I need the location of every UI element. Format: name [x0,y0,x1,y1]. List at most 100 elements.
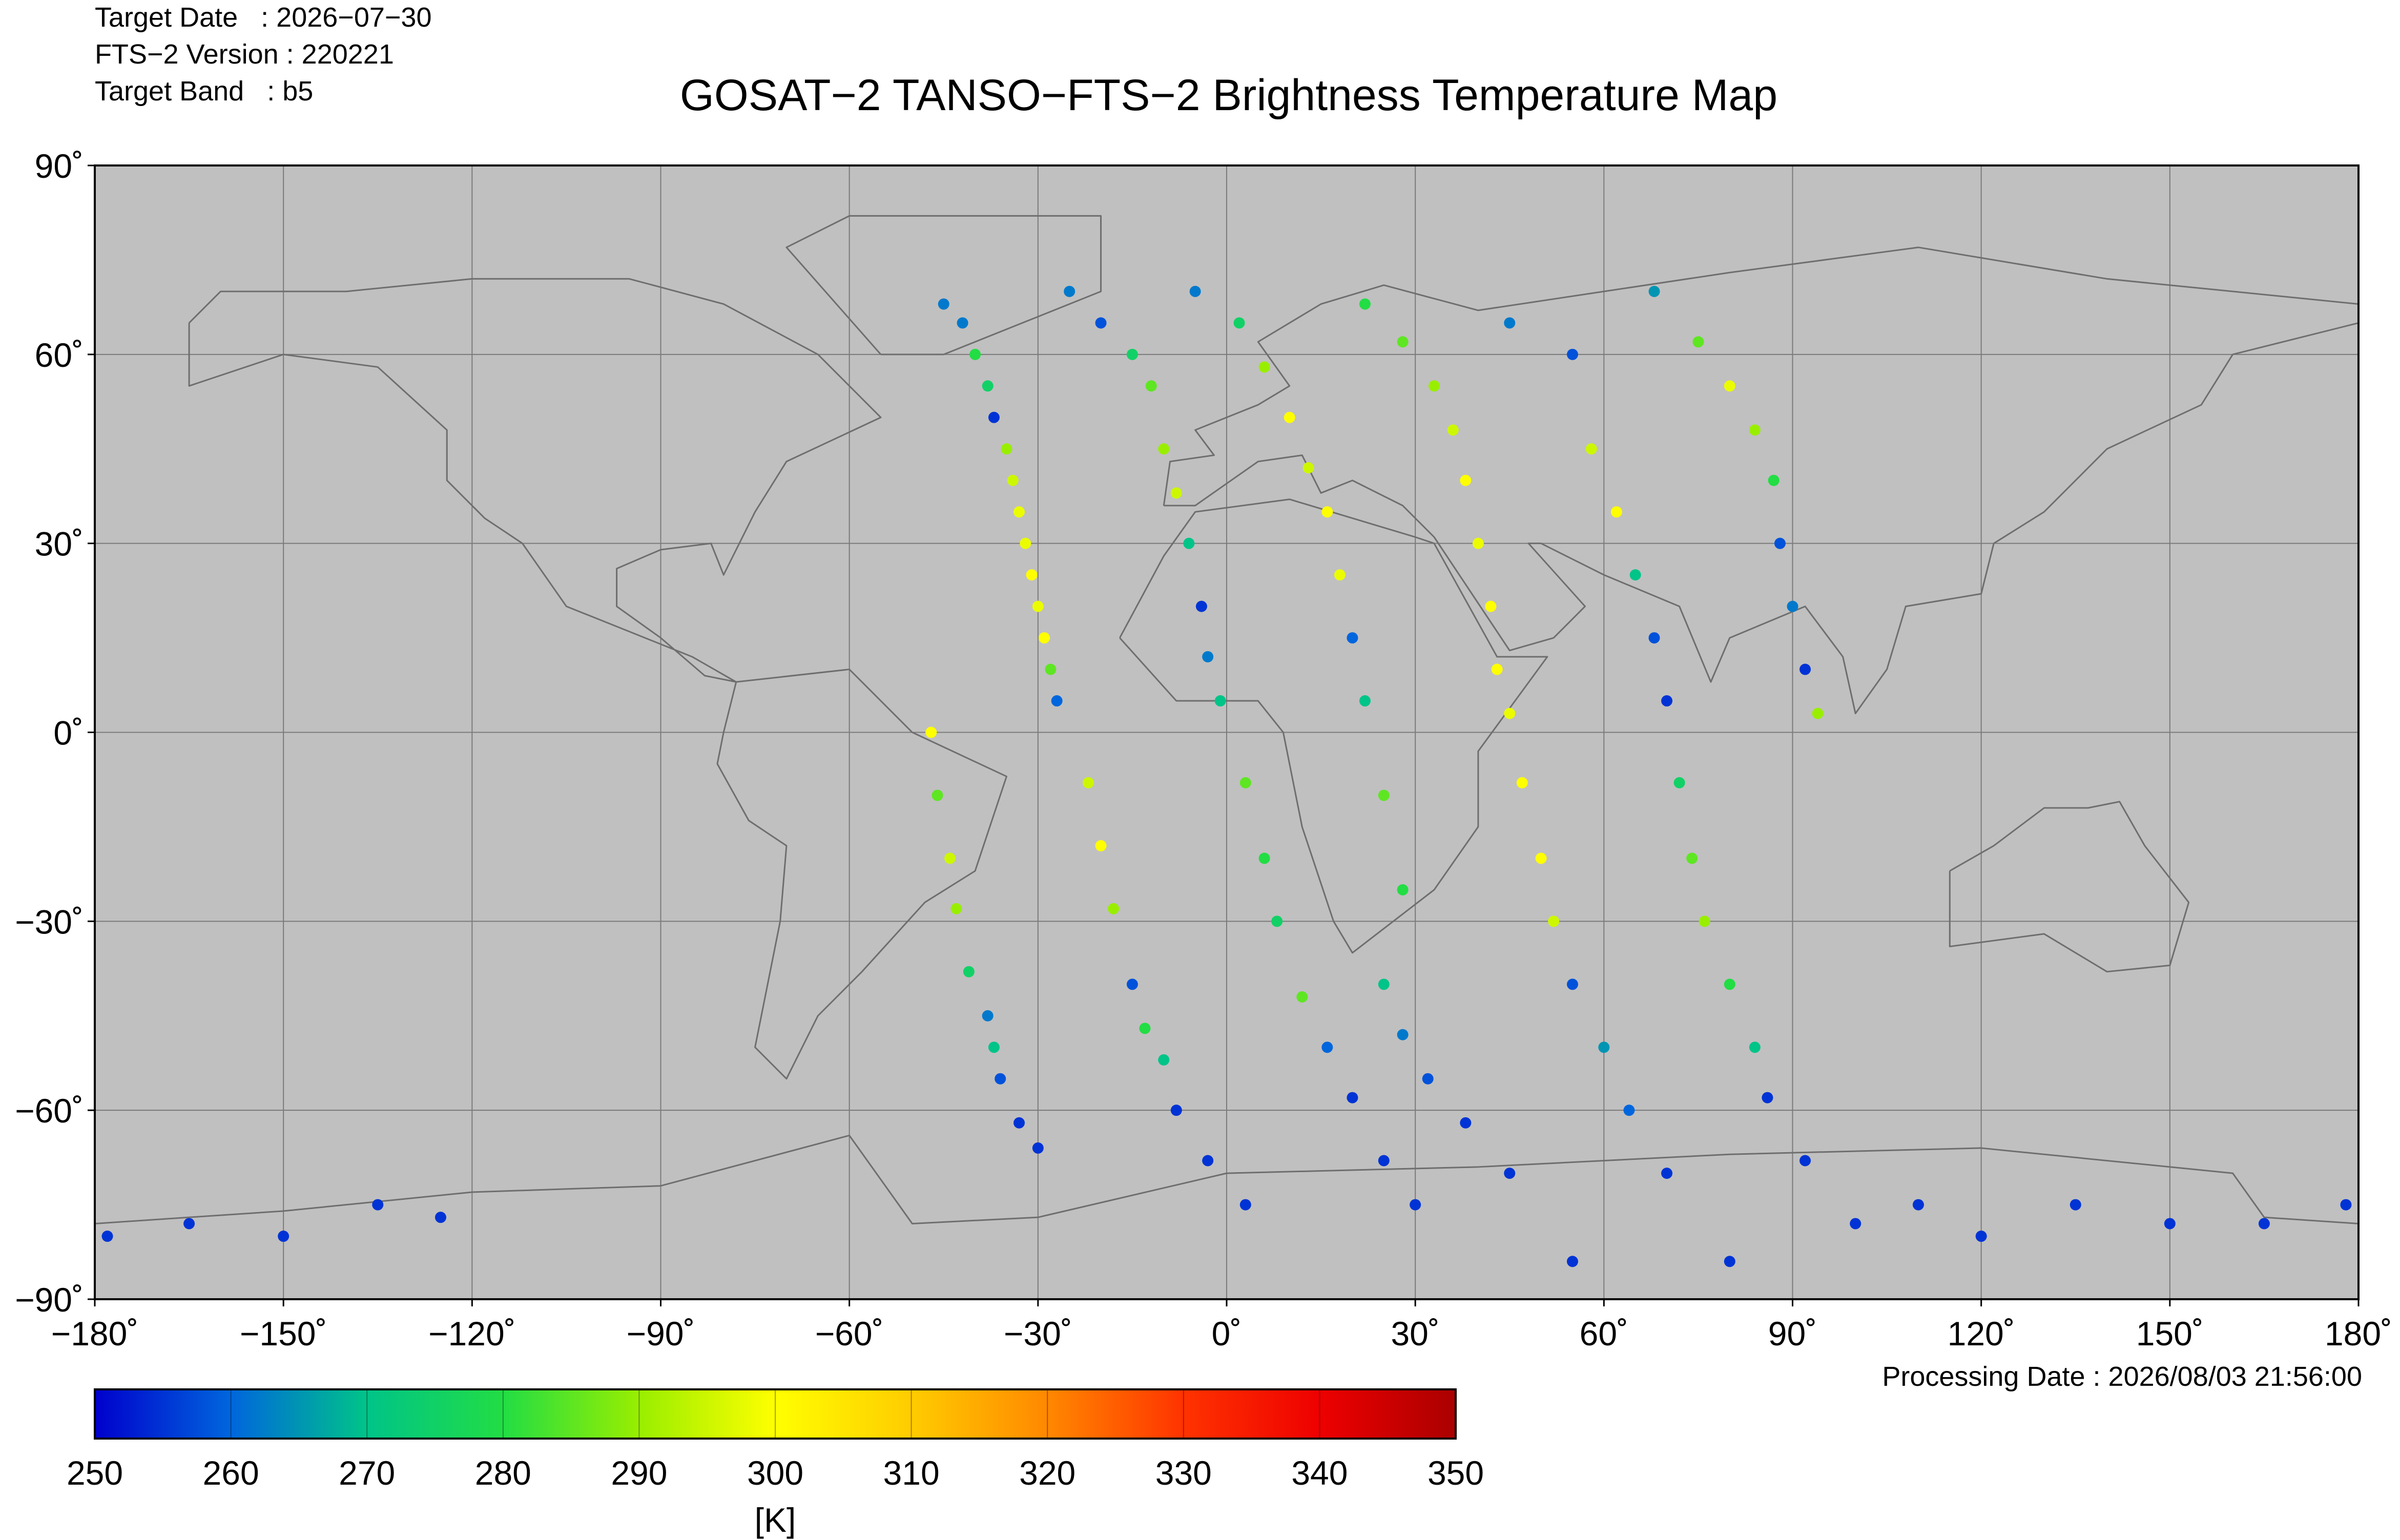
x-tick-label: 180˚ [2325,1315,2392,1352]
observation-point [1051,695,1063,707]
observation-point [1428,380,1440,392]
x-tick-label: −60˚ [815,1315,884,1352]
observation-point [1095,840,1107,851]
observation-point [1083,777,1094,788]
observation-point [1271,915,1283,927]
coastline [189,279,881,682]
colorbar-label: [K] [755,1501,796,1539]
observation-point [1648,632,1660,644]
observation-point [938,298,949,310]
observation-point [1812,707,1824,719]
observation-point [1692,336,1704,348]
observation-point [1661,695,1673,707]
observation-point [1170,1105,1182,1116]
observation-point [183,1218,195,1230]
observation-point [1397,884,1409,896]
x-tick-label: 90˚ [1768,1315,1817,1352]
observation-point [1126,348,1138,360]
colorbar-tick-label: 250 [67,1454,123,1492]
observation-point [1359,298,1371,310]
observation-point [2164,1218,2176,1230]
observation-point [1485,600,1497,612]
header-line: Target Band : b5 [95,76,313,107]
x-tick-label: −90˚ [627,1315,695,1352]
observation-point [1460,1117,1472,1129]
observation-point [1378,1155,1390,1167]
observation-point [1749,424,1761,436]
observation-point [1108,903,1120,914]
observation-point [995,1073,1006,1085]
observation-point [1661,1168,1673,1179]
x-tick-label: 150˚ [2136,1315,2204,1352]
observation-point [1410,1199,1421,1211]
observation-point [1749,1042,1761,1053]
observation-point [1610,506,1622,518]
observation-point [1321,1042,1333,1053]
observation-point [1504,1168,1516,1179]
observation-point [1460,474,1472,486]
observation-point [1007,474,1019,486]
observation-point [988,411,1000,423]
observation-point [1787,600,1798,612]
observation-point [1026,569,1038,581]
axes: −180˚ −150˚ −120˚ −90˚ −60˚ −30˚ 0˚ 30˚ 60˚ 90˚ 12… [15,147,2392,1352]
x-tick-label: 120˚ [1948,1315,2015,1352]
coastline [717,670,1007,1079]
observation-point [988,1042,1000,1053]
processing-date: Processing Date : 2026/08/03 21:56:00 [1882,1361,2362,1392]
observation-point [1378,979,1390,990]
coastline [1164,247,2358,714]
colorbar: 250 260 270 280 290 300 310 320 330 340 350 [67,1388,1484,1492]
observation-point [1491,663,1503,675]
observation-point [1724,380,1735,392]
observation-point [435,1212,446,1223]
observation-point [1284,411,1295,423]
colorbar-tick-label: 340 [1291,1454,1348,1492]
observation-point [372,1199,384,1211]
observation-point [101,1231,113,1242]
observation-point [1020,537,1031,549]
observation-point [1013,506,1025,518]
y-tick-label: 60˚ [35,336,84,374]
observation-point [1850,1218,1861,1230]
x-tick-label: 0˚ [1212,1315,1242,1352]
observation-point [1774,537,1786,549]
y-tick-label: −60˚ [15,1092,84,1130]
observation-point [1064,285,1075,297]
colorbar-tick-label: 330 [1155,1454,1212,1492]
observation-point [1447,424,1459,436]
observation-point [944,852,956,864]
observation-point [1397,1029,1409,1040]
colorbar-tick-label: 300 [747,1454,803,1492]
observation-point [1548,915,1560,927]
observation-point [1975,1231,1987,1242]
colorbar-tick-label: 290 [611,1454,667,1492]
observation-point [969,348,981,360]
colorbar-tick-label: 350 [1427,1454,1484,1492]
observation-point [1397,336,1409,348]
observation-point [1422,1073,1434,1085]
observation-point [1334,569,1346,581]
observation-point [1239,777,1251,788]
observation-point [1258,852,1270,864]
observation-point [925,726,937,738]
observation-point [1013,1117,1025,1129]
observation-point [1762,1092,1773,1104]
observation-point [1139,1023,1151,1034]
observation-point [1598,1042,1610,1053]
x-tick-label: 30˚ [1391,1315,1439,1352]
coastline [1120,500,1547,953]
colorbar-gradient [94,1388,1457,1440]
coastlines [95,216,2358,1223]
observation-point [932,789,943,801]
observation-point [1145,380,1157,392]
observation-point [1566,1256,1578,1267]
observation-point [1032,1142,1044,1154]
observation-point [957,317,968,329]
observation-point [1566,979,1578,990]
x-tick-label: −120˚ [428,1315,516,1352]
observation-point [1045,663,1057,675]
coastline [1950,802,2188,972]
observation-point [1648,285,1660,297]
